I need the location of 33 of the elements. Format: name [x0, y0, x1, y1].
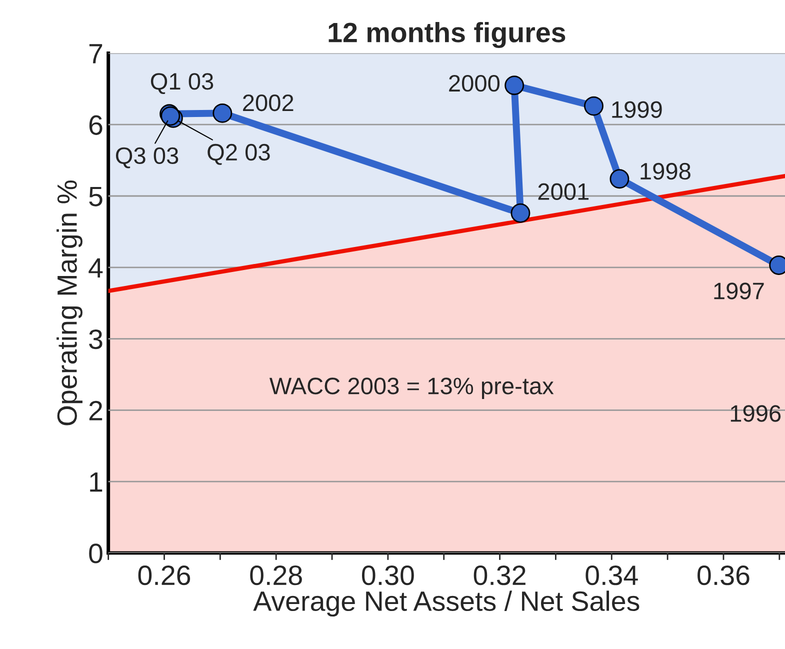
x-tick-label: 0.34 — [586, 565, 638, 586]
y-tick-label: 3 — [89, 329, 102, 350]
x-tick-label: 0.32 — [474, 565, 526, 586]
annotation: Q2 03 — [208, 144, 270, 165]
annotation: 2001 — [538, 183, 589, 200]
point — [610, 169, 630, 189]
text: 0.30 — [362, 565, 414, 586]
annotation: Q1 03 — [150, 73, 214, 94]
point — [584, 96, 604, 116]
y-tick-label: 5 — [89, 186, 102, 206]
x-tick-label: 0.28 — [250, 565, 302, 586]
y-axis-title: Operating Margin % — [56, 180, 82, 426]
annotation: 2002 — [243, 94, 294, 112]
y-tick-label: 0 — [89, 544, 102, 564]
point — [510, 203, 530, 223]
point — [504, 76, 524, 96]
y-tick-label: 7 — [89, 44, 102, 64]
point — [212, 103, 232, 123]
y-tick-label: 6 — [89, 115, 102, 135]
annotation: 1998 — [640, 162, 690, 180]
y-tick-label: 1 — [90, 472, 102, 492]
annotation: 1996 — [730, 405, 781, 422]
annotation: 1999 — [612, 101, 662, 118]
annotation: 1997 — [714, 282, 764, 300]
annotation: WACC 2003 = 13% pre-tax — [269, 378, 554, 400]
x-tick-label: 0.36 — [698, 565, 750, 586]
y-tick-label: 4 — [88, 258, 103, 278]
chart-title: 12 months figures — [328, 22, 566, 48]
annotation: Q3 03 — [116, 147, 178, 168]
y-tick-label: 2 — [89, 400, 102, 420]
x-axis-title: Average Net Assets / Net Sales — [253, 590, 640, 617]
annotation: 2000 — [449, 74, 500, 92]
x-tick-label: 0.26 — [138, 565, 190, 586]
